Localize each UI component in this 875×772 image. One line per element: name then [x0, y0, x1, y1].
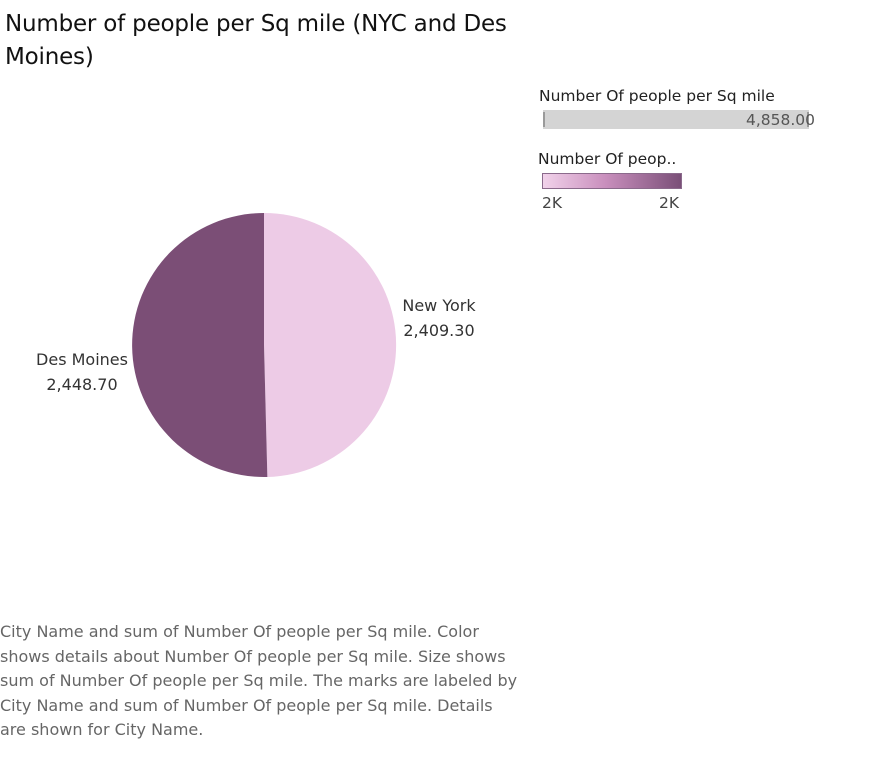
- chart-title: Number of people per Sq mile (NYC and De…: [5, 11, 507, 70]
- pie-label-category: Des Moines: [36, 350, 128, 369]
- pie-slice-des-moines[interactable]: [132, 213, 268, 477]
- size-legend-bar: [543, 110, 809, 129]
- pie-label-new-york: New York 2,409.30: [402, 293, 475, 343]
- color-legend-gradient: [542, 173, 682, 189]
- chart-caption: City Name and sum of Number Of people pe…: [0, 622, 518, 739]
- size-legend-tick-right: [807, 112, 809, 127]
- pie-label-category: New York: [402, 296, 476, 315]
- pie-slice-new-york[interactable]: [264, 212, 397, 477]
- pie-label-value: 2,448.70: [46, 375, 118, 394]
- color-legend-title: Number Of peop..: [538, 150, 677, 168]
- pie-label-des-moines: Des Moines 2,448.70: [36, 347, 128, 397]
- size-legend-title: Number Of people per Sq mile: [539, 87, 775, 105]
- color-legend-max-label: 2K: [659, 194, 680, 212]
- pie-label-value: 2,409.30: [403, 321, 475, 340]
- size-legend-value: 4,858.00: [745, 111, 815, 129]
- size-legend-tick-left: [543, 112, 545, 127]
- color-legend-min-label: 2K: [542, 194, 563, 212]
